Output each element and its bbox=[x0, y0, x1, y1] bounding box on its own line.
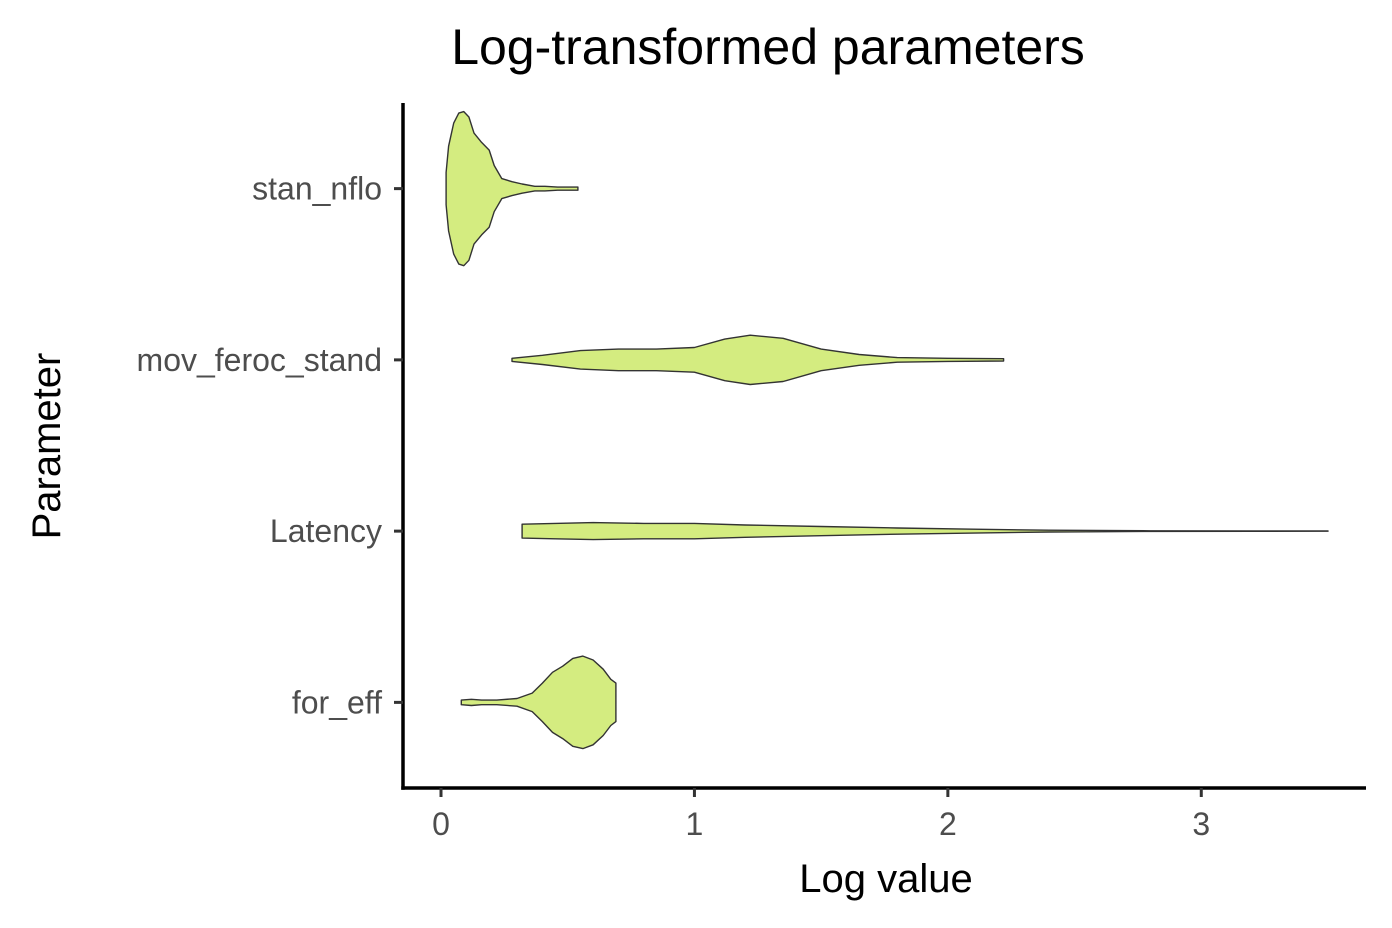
x-axis: 0 1 2 3 bbox=[401, 786, 1366, 842]
y-tick-label-mov-feroc-stand: mov_feroc_stand bbox=[137, 342, 382, 378]
x-tick-label-2: 2 bbox=[939, 806, 957, 842]
violin-layer bbox=[445, 110, 1329, 750]
violin-mov-feroc-stand bbox=[511, 334, 1005, 386]
y-tick-label-latency: Latency bbox=[270, 513, 382, 549]
x-tick-label-1: 1 bbox=[686, 806, 704, 842]
y-tick-label-stan-nflo: stan_nflo bbox=[252, 171, 382, 207]
y-tick-label-for-eff: for_eff bbox=[292, 684, 382, 720]
violin-stan-nflo bbox=[445, 110, 579, 267]
violin-latency bbox=[521, 521, 1329, 541]
x-tick-label-0: 0 bbox=[432, 806, 450, 842]
y-axis-title: Parameter bbox=[25, 353, 69, 540]
violin-for-eff bbox=[460, 655, 617, 750]
x-tick-label-3: 3 bbox=[1192, 806, 1210, 842]
chart-title: Log-transformed parameters bbox=[451, 19, 1085, 75]
y-axis: stan_nflo mov_feroc_stand Latency for_eff bbox=[137, 103, 405, 790]
x-axis-title: Log value bbox=[799, 857, 972, 901]
